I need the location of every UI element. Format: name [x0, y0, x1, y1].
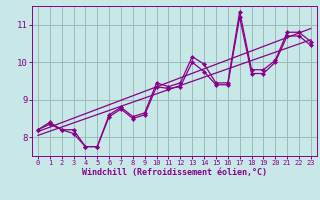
X-axis label: Windchill (Refroidissement éolien,°C): Windchill (Refroidissement éolien,°C) [82, 168, 267, 177]
